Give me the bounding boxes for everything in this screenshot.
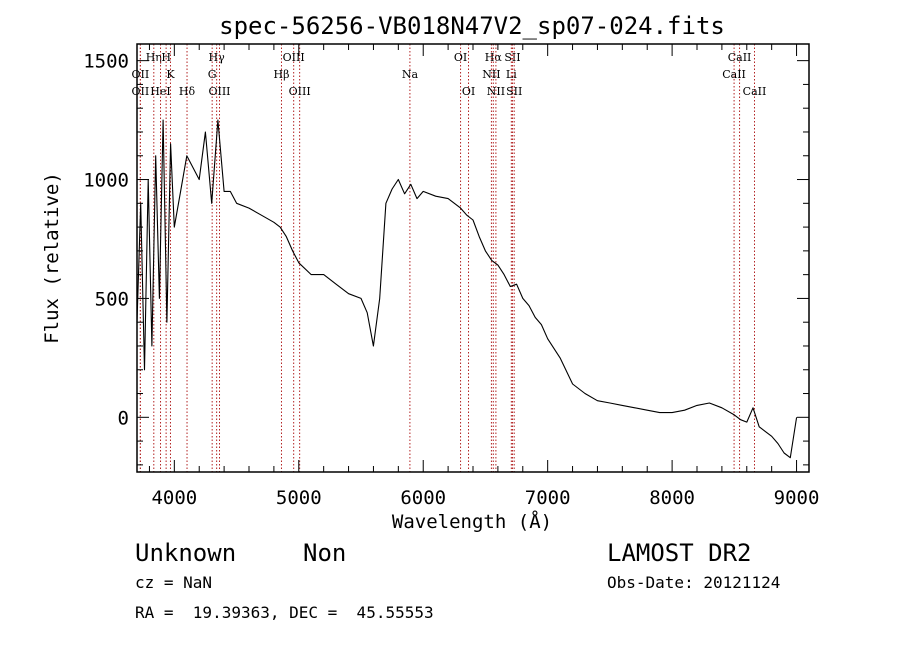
line-marker-label: Hδ bbox=[179, 85, 196, 98]
line-marker-label: Hβ bbox=[274, 68, 290, 81]
line-marker-label: NII bbox=[487, 85, 505, 98]
line-marker-label: SII bbox=[504, 51, 520, 64]
x-axis-label: Wavelength (Å) bbox=[392, 510, 552, 533]
axis-ticks: 4000 5000 6000 7000 8000 9000 0 500 1000 1500 bbox=[83, 44, 819, 509]
plot-frame bbox=[136, 43, 810, 473]
x-tick-label: 8000 bbox=[649, 487, 695, 509]
line-marker-label: OII bbox=[132, 85, 150, 98]
subclass-label: Non bbox=[303, 539, 347, 567]
line-marker-label: Hα bbox=[485, 51, 503, 64]
survey-label: LAMOST DR2 bbox=[607, 539, 752, 567]
line-marker-label: CaII bbox=[722, 68, 746, 81]
y-tick-label: 1000 bbox=[83, 170, 129, 192]
y-tick-label: 1500 bbox=[83, 51, 129, 73]
line-marker-label: Li bbox=[506, 68, 517, 81]
x-tick-label: 6000 bbox=[400, 487, 446, 509]
line-marker-label: Na bbox=[402, 68, 419, 81]
y-axis-label: Flux (relative) bbox=[41, 172, 63, 344]
chart-title: spec-56256-VB018N47V2_sp07-024.fits bbox=[219, 12, 725, 40]
line-marker-label: OII bbox=[132, 68, 150, 81]
obs-date-readout: Obs-Date: 20121124 bbox=[607, 573, 781, 592]
line-marker-label: NII bbox=[482, 68, 500, 81]
y-tick-label: 0 bbox=[118, 407, 129, 429]
y-tick-label: 500 bbox=[95, 288, 129, 310]
line-marker-label: SII bbox=[506, 85, 522, 98]
line-marker-label: K bbox=[166, 68, 175, 81]
line-marker-label: Hη bbox=[146, 51, 162, 64]
line-marker-label: HeI bbox=[150, 85, 170, 98]
line-marker-label: G bbox=[208, 68, 217, 81]
coordinates-readout: RA = 19.39363, DEC = 45.55553 bbox=[135, 603, 434, 622]
redshift-readout: cz = NaN bbox=[135, 573, 213, 592]
x-tick-label: 4000 bbox=[151, 487, 197, 509]
line-marker-label: OIII bbox=[208, 85, 230, 98]
spectrum-series-line bbox=[136, 119, 798, 459]
line-marker-label: CaII bbox=[728, 51, 752, 64]
line-marker-label: OIII bbox=[289, 85, 311, 98]
line-marker-label: H bbox=[161, 51, 171, 64]
x-tick-label: 7000 bbox=[525, 487, 571, 509]
x-tick-label: 9000 bbox=[774, 487, 820, 509]
line-marker-label: Hγ bbox=[209, 51, 226, 64]
x-tick-label: 5000 bbox=[276, 487, 322, 509]
class-label: Unknown bbox=[135, 539, 237, 567]
line-marker-label: OIII bbox=[283, 51, 305, 64]
line-marker-label: CaII bbox=[743, 85, 767, 98]
line-marker-label: OI bbox=[462, 85, 475, 98]
line-marker-label: OI bbox=[454, 51, 467, 64]
plot-area: OII OII Hη HeI HK Hδ Hγ G OIII Hβ OIII OIII Na OI OI Hα… bbox=[132, 44, 798, 472]
